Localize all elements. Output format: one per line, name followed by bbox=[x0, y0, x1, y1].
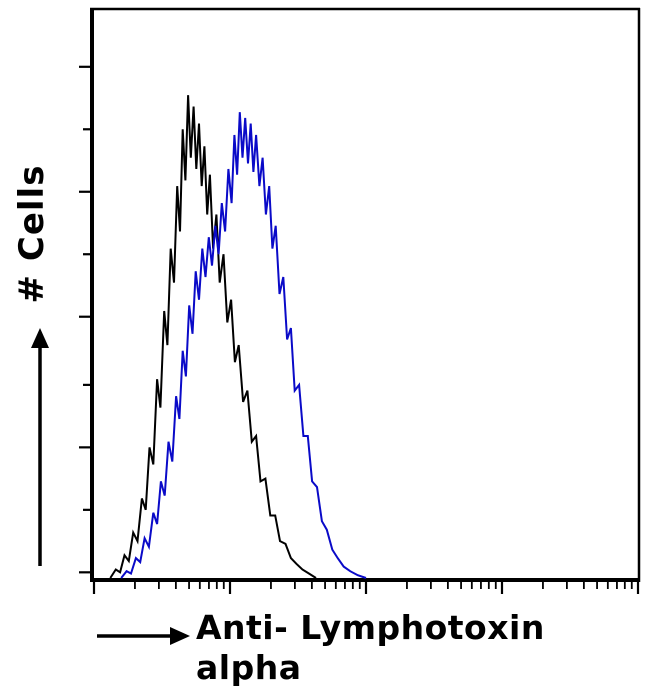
black-histogram-curve bbox=[109, 95, 317, 579]
x-axis-label: Anti- Lymphotoxin alpha bbox=[196, 608, 545, 688]
x-axis-label-line1: Anti- Lymphotoxin bbox=[196, 608, 545, 647]
blue-histogram-curve bbox=[120, 112, 367, 579]
x-axis-label-line2: alpha bbox=[196, 648, 302, 687]
y-axis-label: # Cells bbox=[12, 164, 52, 304]
y-axis-arrowhead-icon bbox=[31, 328, 49, 348]
x-axis-arrowhead-icon bbox=[170, 627, 190, 645]
